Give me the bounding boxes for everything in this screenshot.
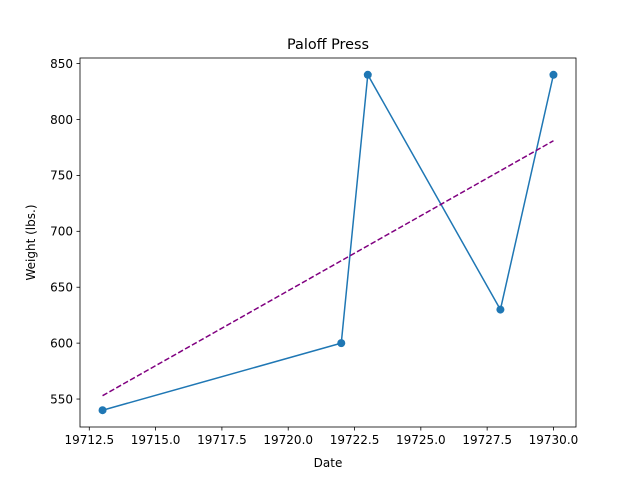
data-point [98, 406, 107, 415]
x-tick-label: 19715.0 [131, 433, 181, 447]
x-axis-label: Date [314, 456, 343, 470]
x-tick-label: 19720.0 [263, 433, 313, 447]
x-tick-label: 19727.5 [462, 433, 512, 447]
y-tick-label: 700 [50, 225, 73, 239]
x-tick-label: 19725.0 [396, 433, 446, 447]
data-point [496, 305, 505, 314]
plot-area: 19712.5 19715.0 19717.5 19720.0 19722.5 19725… [50, 57, 578, 447]
x-tick-label: 19722.5 [330, 433, 380, 447]
y-tick-label: 750 [50, 169, 73, 183]
y-tick-label: 850 [50, 57, 73, 71]
x-tick-label: 19717.5 [197, 433, 247, 447]
y-axis: 550 600 650 700 750 800 850 [50, 57, 80, 406]
y-tick-label: 800 [50, 113, 73, 127]
data-point [337, 339, 346, 348]
x-axis: 19712.5 19715.0 19717.5 19720.0 19722.5 19725… [64, 427, 578, 447]
trend-line [102, 140, 554, 397]
chart-title: Paloff Press [287, 37, 369, 53]
data-point [549, 70, 558, 79]
data-point [363, 70, 372, 79]
x-tick-label: 19712.5 [64, 433, 114, 447]
y-tick-label: 600 [50, 336, 73, 350]
x-tick-label: 19730.0 [529, 433, 579, 447]
series-layer [98, 70, 558, 415]
y-tick-label: 650 [50, 281, 73, 295]
plot-frame [79, 57, 577, 428]
y-tick-label: 550 [50, 392, 73, 406]
y-axis-label: Weight (lbs.) [24, 204, 38, 280]
